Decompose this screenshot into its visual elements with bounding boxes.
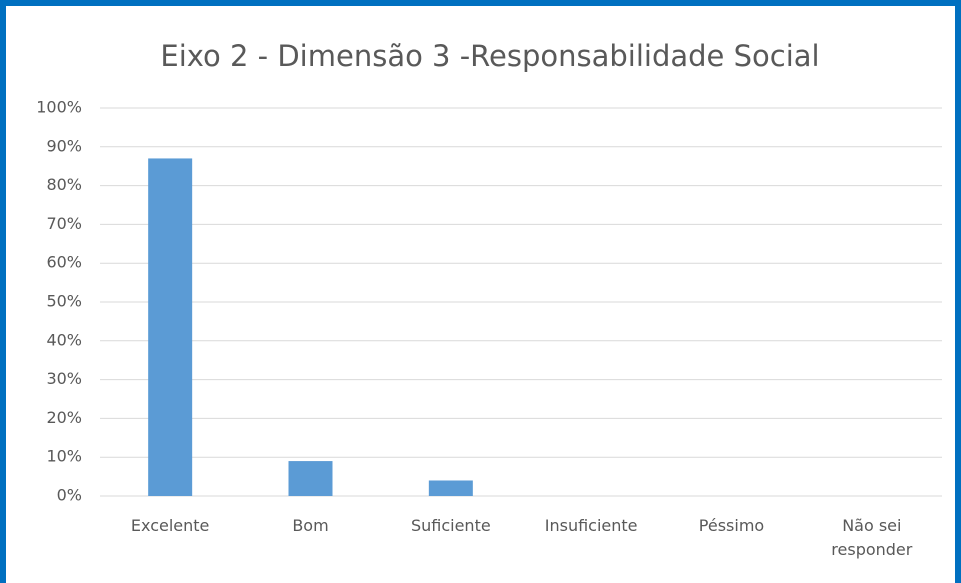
x-tick-label: Bom [292, 516, 329, 535]
x-tick-label: Insuficiente [544, 516, 638, 535]
y-tick-label: 40% [46, 330, 82, 349]
y-tick-label: 30% [46, 369, 82, 388]
x-tick-label: Excelente [130, 516, 210, 535]
y-tick-label: 100% [36, 98, 82, 117]
chart-title: Eixo 2 - Dimensão 3 -Responsabilidade So… [160, 39, 819, 73]
x-tick-label: Não sei responder [831, 516, 913, 559]
y-tick-label: 80% [46, 175, 82, 194]
x-tick-label: Péssimo [698, 516, 765, 535]
y-tick-label: 20% [46, 408, 82, 427]
y-tick-label: 60% [46, 253, 82, 272]
y-tick-label: 0% [57, 486, 82, 505]
bar [148, 158, 193, 496]
bar [428, 480, 473, 496]
y-tick-label: 10% [46, 447, 82, 466]
x-tick-label: Suficiente [410, 516, 491, 535]
y-tick-label: 90% [46, 136, 82, 155]
bar [288, 461, 333, 496]
y-tick-label: 50% [46, 292, 82, 311]
y-tick-label: 70% [46, 214, 82, 233]
